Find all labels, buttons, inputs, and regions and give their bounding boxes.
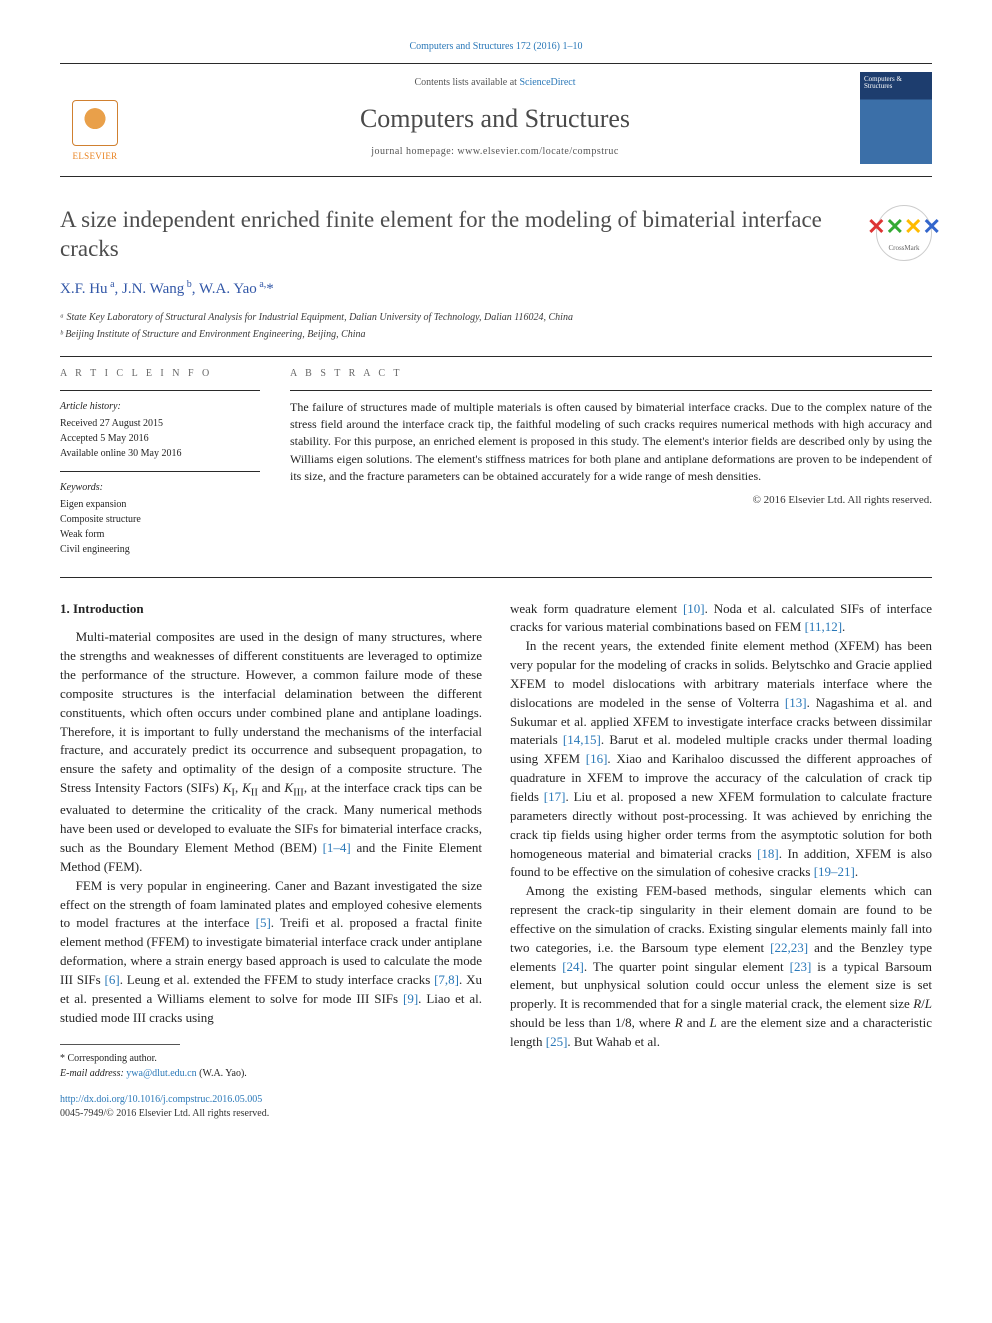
abstract-col: A B S T R A C T The failure of structure… [290,367,932,567]
body-rule [60,577,932,578]
journal-cover-thumb: Computers & Structures [860,72,932,164]
abstract-text: The failure of structures made of multip… [290,399,932,486]
author: W.A. Yao [199,281,257,297]
ref-link[interactable]: [22,23] [770,940,808,955]
section-heading: 1. Introduction [60,600,482,619]
issn-line: 0045-7949/© 2016 Elsevier Ltd. All right… [60,1107,482,1122]
paragraph: In the recent years, the extended finite… [510,637,932,882]
keywords-block: Keywords: Eigen expansion Composite stru… [60,480,260,557]
journal-homepage[interactable]: journal homepage: www.elsevier.com/locat… [144,145,846,160]
elsevier-tree-icon [72,100,118,146]
crossmark-icon: ✕✕✕✕ [867,211,941,243]
keyword: Weak form [60,527,260,542]
abstract-copyright: © 2016 Elsevier Ltd. All rights reserved… [290,493,932,509]
paragraph: Among the existing FEM-based methods, si… [510,882,932,1052]
keyword: Composite structure [60,512,260,527]
meta-row: A R T I C L E I N F O Article history: R… [60,367,932,567]
journal-header: ELSEVIER Contents lists available at Sci… [60,72,932,177]
column-left: 1. Introduction Multi-material composite… [60,600,482,1122]
authors-line: X.F. Hu a, J.N. Wang b, W.A. Yao a,* [60,278,932,301]
top-rule [60,63,932,64]
ref-link[interactable]: [9] [403,991,418,1006]
history-item: Accepted 5 May 2016 [60,431,260,446]
ref-link[interactable]: [18] [757,846,779,861]
journal-name: Computers and Structures [144,100,846,138]
affiliation: ᵃ State Key Laboratory of Structural Ana… [60,311,932,326]
paragraph: Multi-material composites are used in th… [60,628,482,876]
affil-mark: b [184,279,192,290]
keywords-label: Keywords: [60,480,260,495]
info-rule [60,390,260,391]
author: X.F. Hu [60,281,108,297]
paragraph: FEM is very popular in engineering. Cane… [60,877,482,1028]
article-title: A size independent enriched finite eleme… [60,205,860,265]
ref-link[interactable]: [7,8] [434,972,459,987]
affil-mark: a, [257,279,266,290]
crossmark-badge[interactable]: ✕✕✕✕ CrossMark [876,205,932,261]
ref-link[interactable]: [14,15] [563,732,601,747]
ref-link[interactable]: [23] [790,959,812,974]
sciencedirect-link[interactable]: ScienceDirect [519,77,575,88]
article-history: Article history: Received 27 August 2015… [60,399,260,461]
corr-author-note: * Corresponding author. [60,1051,482,1066]
article-info-col: A R T I C L E I N F O Article history: R… [60,367,260,567]
history-item: Received 27 August 2015 [60,416,260,431]
paragraph: weak form quadrature element [10]. Noda … [510,600,932,638]
corresponding-mark: * [266,281,274,297]
ref-link[interactable]: [11,12] [805,619,842,634]
ref-link[interactable]: [16] [586,751,608,766]
ref-link[interactable]: [1–4] [323,840,351,855]
doi-block: http://dx.doi.org/10.1016/j.compstruc.20… [60,1093,482,1122]
abstract-rule [290,390,932,391]
title-row: A size independent enriched finite eleme… [60,205,932,265]
email-line: E-mail address: ywa@dlut.edu.cn (W.A. Ya… [60,1066,482,1081]
email-label: E-mail address: [60,1068,124,1079]
header-center: Contents lists available at ScienceDirec… [144,72,846,164]
history-label: Article history: [60,399,260,414]
ref-link[interactable]: [6] [105,972,120,987]
article-info-label: A R T I C L E I N F O [60,367,260,382]
contents-prefix: Contents lists available at [414,77,519,88]
contents-line: Contents lists available at ScienceDirec… [144,76,846,91]
corresponding-footnote: * Corresponding author. E-mail address: … [60,1051,482,1081]
keyword: Civil engineering [60,542,260,557]
publisher-name: ELSEVIER [73,150,118,163]
email-who: (W.A. Yao). [199,1068,247,1079]
meta-rule-top [60,356,932,357]
ref-link[interactable]: [13] [785,695,807,710]
info-rule [60,471,260,472]
ref-link[interactable]: [5] [256,915,271,930]
ref-link[interactable]: [25] [546,1034,568,1049]
ref-link[interactable]: [17] [544,789,566,804]
ref-link[interactable]: [10] [683,601,705,616]
column-right: weak form quadrature element [10]. Noda … [510,600,932,1122]
affil-mark: a [108,279,115,290]
email-link[interactable]: ywa@dlut.edu.cn [126,1068,196,1079]
affiliation: ᵇ Beijing Institute of Structure and Env… [60,328,932,343]
body-columns: 1. Introduction Multi-material composite… [60,600,932,1122]
abstract-label: A B S T R A C T [290,367,932,382]
author: J.N. Wang [122,281,184,297]
crossmark-label: CrossMark [888,243,919,253]
keyword: Eigen expansion [60,497,260,512]
doi-link[interactable]: http://dx.doi.org/10.1016/j.compstruc.20… [60,1093,482,1108]
footnote-rule [60,1044,180,1045]
history-item: Available online 30 May 2016 [60,446,260,461]
ref-link[interactable]: [24] [562,959,584,974]
citation-line: Computers and Structures 172 (2016) 1–10 [60,40,932,55]
publisher-logo: ELSEVIER [60,72,130,164]
ref-link[interactable]: [19–21] [814,864,855,879]
